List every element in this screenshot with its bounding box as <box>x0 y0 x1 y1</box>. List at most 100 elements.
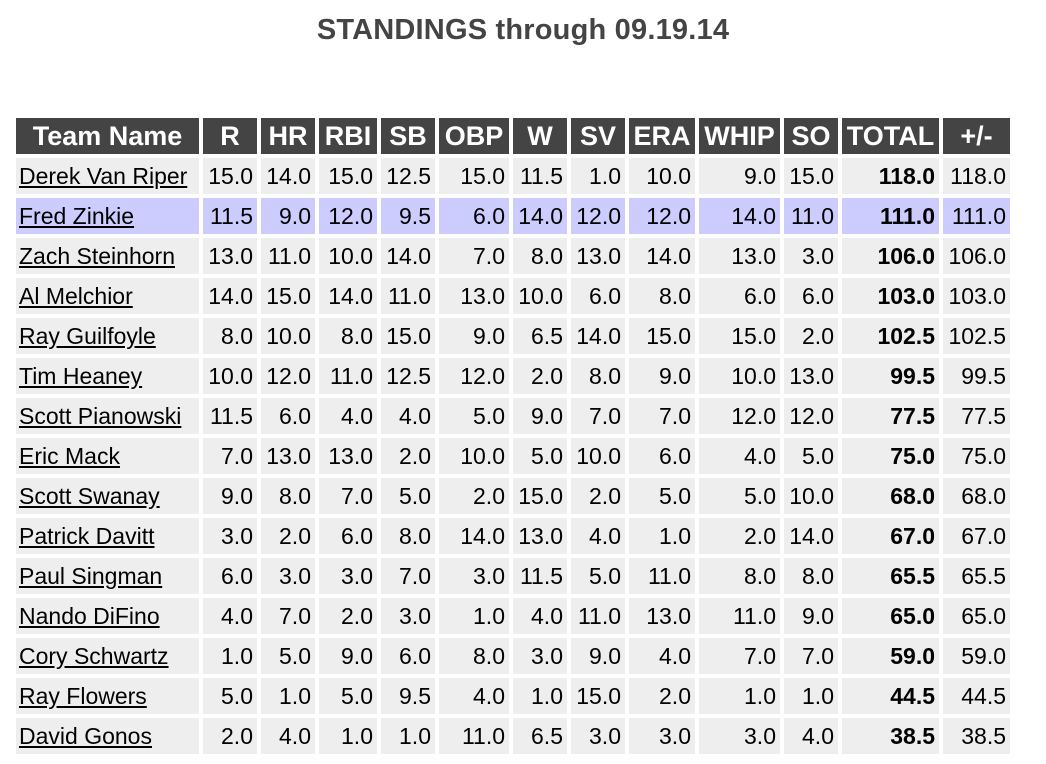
cell-rbi: 1.0 <box>319 718 377 754</box>
cell-plus-minus: 118.0 <box>943 158 1010 194</box>
cell-sv: 9.0 <box>571 638 625 674</box>
team-link[interactable]: Tim Heaney <box>19 362 143 389</box>
table-row: Derek Van Riper 15.0 14.0 15.0 12.5 15.0 11.5 1… <box>16 158 1010 194</box>
header-row: Team Name R HR RBI SB OBP W SV ERA WHIP … <box>16 118 1010 154</box>
cell-so: 3.0 <box>784 238 838 274</box>
cell-r: 4.0 <box>203 598 257 634</box>
cell-w: 5.0 <box>513 438 567 474</box>
cell-era: 7.0 <box>629 398 695 434</box>
team-link[interactable]: Ray Guilfoyle <box>19 322 156 349</box>
table-row: Fred Zinkie 11.5 9.0 12.0 9.5 6.0 14.0 12.0 12.0… <box>16 198 1010 234</box>
team-cell: Fred Zinkie <box>16 198 199 234</box>
table-row: Al Melchior 14.0 15.0 14.0 11.0 13.0 10.0 6.0 8.… <box>16 278 1010 314</box>
cell-r: 1.0 <box>203 638 257 674</box>
cell-whip: 8.0 <box>699 558 780 594</box>
cell-whip: 5.0 <box>699 478 780 514</box>
cell-sb: 9.5 <box>381 198 435 234</box>
cell-hr: 6.0 <box>261 398 315 434</box>
team-cell: Patrick Davitt <box>16 518 199 554</box>
cell-era: 8.0 <box>629 278 695 314</box>
cell-rbi: 9.0 <box>319 638 377 674</box>
cell-era: 10.0 <box>629 158 695 194</box>
team-link[interactable]: Nando DiFino <box>19 602 160 629</box>
table-row: Ray Guilfoyle 8.0 10.0 8.0 15.0 9.0 6.5 14.0 15.… <box>16 318 1010 354</box>
team-link[interactable]: Cory Schwartz <box>19 642 169 669</box>
cell-obp: 2.0 <box>439 478 509 514</box>
cell-obp: 9.0 <box>439 318 509 354</box>
cell-era: 5.0 <box>629 478 695 514</box>
cell-w: 11.5 <box>513 558 567 594</box>
cell-w: 3.0 <box>513 638 567 674</box>
header-whip: WHIP <box>699 118 780 154</box>
cell-r: 13.0 <box>203 238 257 274</box>
cell-so: 4.0 <box>784 718 838 754</box>
cell-r: 6.0 <box>203 558 257 594</box>
cell-whip: 3.0 <box>699 718 780 754</box>
cell-total: 102.5 <box>842 318 939 354</box>
cell-plus-minus: 59.0 <box>943 638 1010 674</box>
cell-r: 8.0 <box>203 318 257 354</box>
team-link[interactable]: Fred Zinkie <box>19 202 135 229</box>
cell-sb: 5.0 <box>381 478 435 514</box>
cell-sv: 10.0 <box>571 438 625 474</box>
table-row: Scott Swanay 9.0 8.0 7.0 5.0 2.0 15.0 2.0 5.0 5.0… <box>16 478 1010 514</box>
cell-w: 10.0 <box>513 278 567 314</box>
cell-hr: 9.0 <box>261 198 315 234</box>
table-row: Scott Pianowski 11.5 6.0 4.0 4.0 5.0 9.0 7.0 7.0… <box>16 398 1010 434</box>
cell-plus-minus: 65.5 <box>943 558 1010 594</box>
header-sv: SV <box>571 118 625 154</box>
table-row: Zach Steinhorn 13.0 11.0 10.0 14.0 7.0 8.0 13.0… <box>16 238 1010 274</box>
cell-total: 65.0 <box>842 598 939 634</box>
cell-sv: 5.0 <box>571 558 625 594</box>
team-link[interactable]: Patrick Davitt <box>19 522 155 549</box>
team-link[interactable]: Paul Singman <box>19 562 163 589</box>
team-link[interactable]: Derek Van Riper <box>19 162 188 189</box>
cell-hr: 10.0 <box>261 318 315 354</box>
cell-obp: 14.0 <box>439 518 509 554</box>
team-link[interactable]: Ray Flowers <box>19 682 147 709</box>
team-cell: Tim Heaney <box>16 358 199 394</box>
cell-hr: 3.0 <box>261 558 315 594</box>
cell-total: 68.0 <box>842 478 939 514</box>
team-link[interactable]: Zach Steinhorn <box>19 242 175 269</box>
cell-obp: 11.0 <box>439 718 509 754</box>
cell-obp: 8.0 <box>439 638 509 674</box>
cell-hr: 8.0 <box>261 478 315 514</box>
cell-r: 11.5 <box>203 398 257 434</box>
cell-w: 1.0 <box>513 678 567 714</box>
table-row: Ray Flowers 5.0 1.0 5.0 9.5 4.0 1.0 15.0 2.0 1.0 1… <box>16 678 1010 714</box>
cell-era: 9.0 <box>629 358 695 394</box>
standings-table: Team Name R HR RBI SB OBP W SV ERA WHIP … <box>12 114 1014 758</box>
table-row: David Gonos 2.0 4.0 1.0 1.0 11.0 6.5 3.0 3.0 3.0 4… <box>16 718 1010 754</box>
header-so: SO <box>784 118 838 154</box>
cell-rbi: 10.0 <box>319 238 377 274</box>
cell-whip: 15.0 <box>699 318 780 354</box>
team-cell: Nando DiFino <box>16 598 199 634</box>
team-cell: Paul Singman <box>16 558 199 594</box>
cell-so: 10.0 <box>784 478 838 514</box>
table-row: Nando DiFino 4.0 7.0 2.0 3.0 1.0 4.0 11.0 13.0 11… <box>16 598 1010 634</box>
cell-sb: 8.0 <box>381 518 435 554</box>
cell-whip: 1.0 <box>699 678 780 714</box>
cell-sv: 3.0 <box>571 718 625 754</box>
cell-sv: 6.0 <box>571 278 625 314</box>
team-cell: Ray Flowers <box>16 678 199 714</box>
header-obp: OBP <box>439 118 509 154</box>
team-link[interactable]: Scott Pianowski <box>19 402 182 429</box>
team-link[interactable]: Eric Mack <box>19 442 120 469</box>
cell-r: 14.0 <box>203 278 257 314</box>
team-link[interactable]: Scott Swanay <box>19 482 160 509</box>
cell-sb: 3.0 <box>381 598 435 634</box>
cell-so: 8.0 <box>784 558 838 594</box>
cell-so: 11.0 <box>784 198 838 234</box>
cell-plus-minus: 67.0 <box>943 518 1010 554</box>
table-row: Paul Singman 6.0 3.0 3.0 7.0 3.0 11.5 5.0 11.0 8.… <box>16 558 1010 594</box>
cell-obp: 6.0 <box>439 198 509 234</box>
cell-so: 9.0 <box>784 598 838 634</box>
cell-plus-minus: 111.0 <box>943 198 1010 234</box>
team-cell: Cory Schwartz <box>16 638 199 674</box>
team-link[interactable]: Al Melchior <box>19 282 133 309</box>
cell-era: 3.0 <box>629 718 695 754</box>
team-cell: Ray Guilfoyle <box>16 318 199 354</box>
team-link[interactable]: David Gonos <box>19 722 152 749</box>
